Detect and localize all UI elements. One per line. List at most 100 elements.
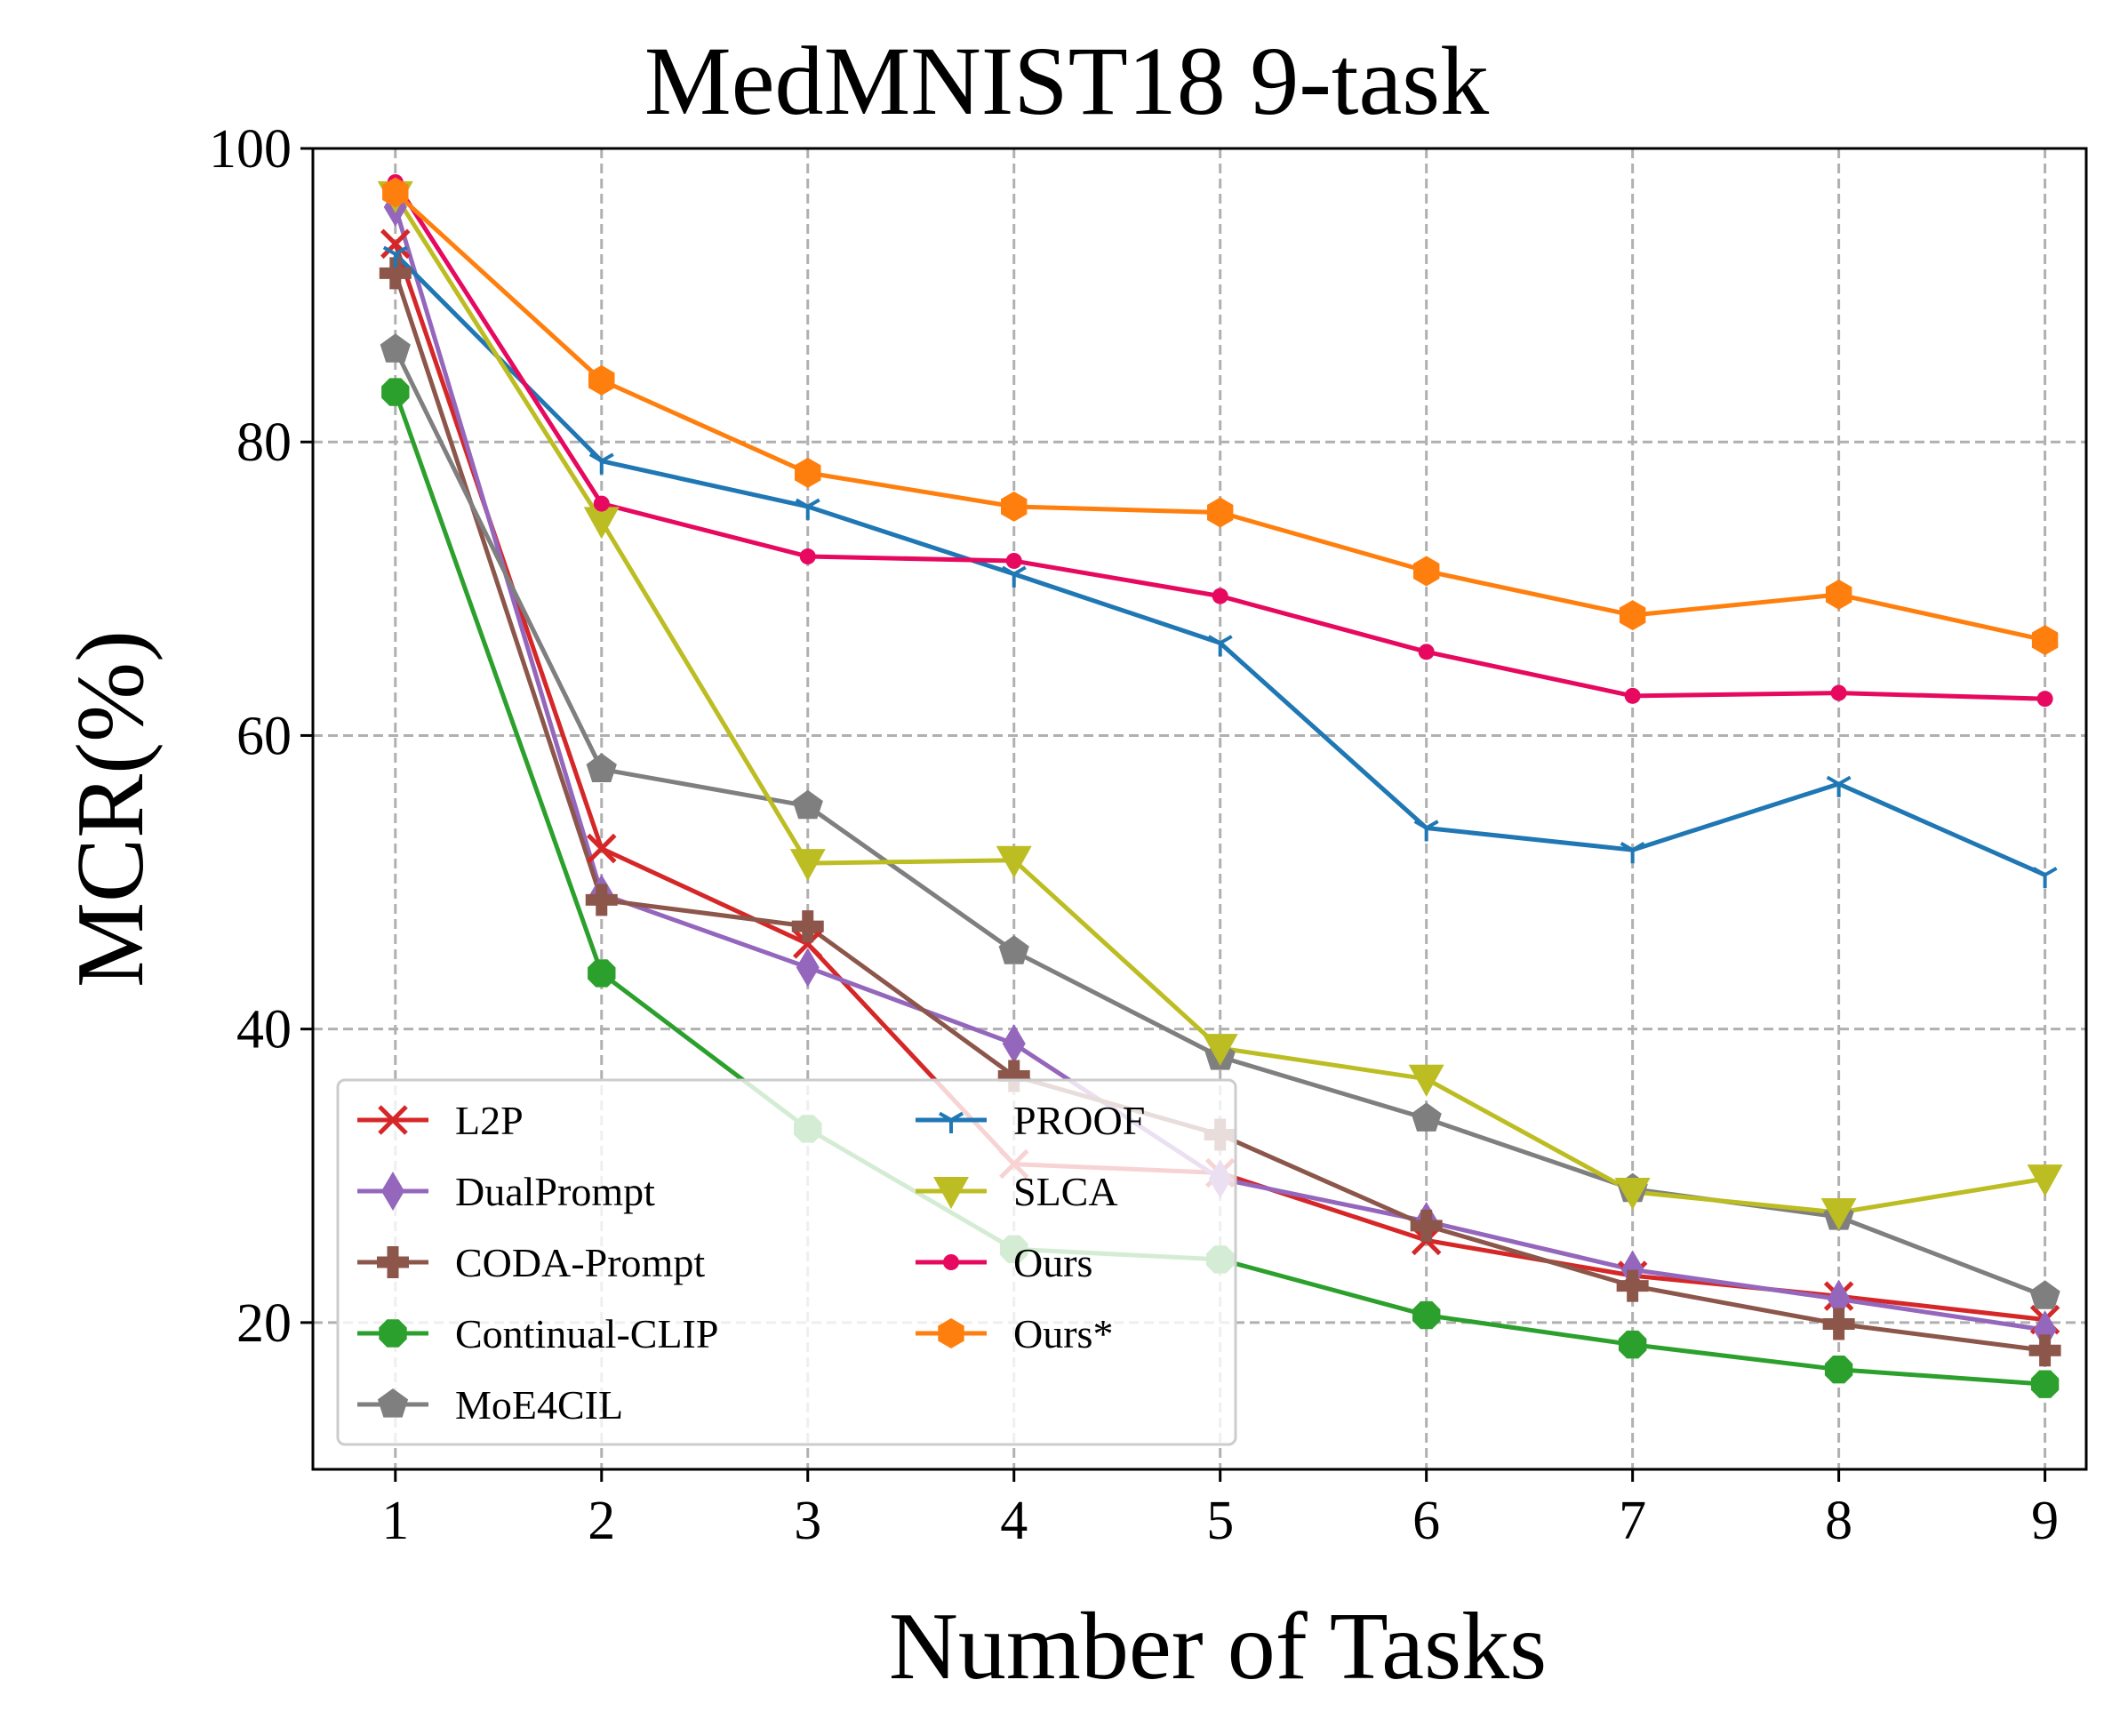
legend-marker-dualprompt (381, 1172, 404, 1211)
data-point-ours (1212, 588, 1228, 604)
data-point-proof (588, 452, 614, 475)
legend-marker-proof (939, 1111, 964, 1133)
x-tick-label: 1 (381, 1491, 409, 1551)
data-point-proof (2032, 867, 2058, 889)
data-point-ours (1001, 491, 1028, 522)
x-tick-label: 3 (794, 1491, 821, 1551)
data-point-proof (795, 498, 820, 520)
data-point-continual-clip (1412, 1300, 1441, 1330)
data-point-l2p (792, 929, 823, 959)
data-point-continual-clip (2030, 1370, 2060, 1398)
legend-marker-l2p (378, 1105, 408, 1135)
legend-marker-coda-prompt (377, 1246, 409, 1278)
data-point-l2p (586, 833, 617, 864)
plot-frame (311, 147, 2088, 1471)
data-point-moe4cil (1411, 1102, 1442, 1132)
data-point-coda-prompt (791, 910, 824, 943)
legend-marker-ours (943, 1254, 959, 1270)
data-point-proof (1001, 565, 1027, 588)
data-point-ours (1624, 687, 1641, 704)
data-point-ours (1413, 556, 1440, 587)
data-point-coda-prompt (379, 257, 412, 290)
data-point-continual-clip (588, 959, 616, 988)
data-point-slca (2027, 1164, 2063, 1197)
data-point-ours (2031, 625, 2059, 656)
data-point-slca (1202, 1034, 1238, 1067)
data-point-ours (1207, 497, 1234, 528)
y-tick-label: 20 (236, 1293, 292, 1354)
data-point-ours (593, 495, 610, 512)
data-point-coda-prompt (997, 1060, 1030, 1092)
data-point-dualprompt (796, 948, 820, 988)
data-point-continual-clip (381, 378, 410, 406)
data-point-continual-clip (1824, 1356, 1853, 1384)
legend-marker-continual-clip (379, 1319, 407, 1348)
data-point-ours (1830, 684, 1847, 701)
data-point-slca (583, 507, 620, 540)
legend-label-ours: Ours (1013, 1240, 1092, 1285)
data-point-slca (789, 849, 826, 882)
x-axis-label: Number of Tasks (889, 1594, 1547, 1700)
legend-label-coda-prompt: CODA-Prompt (455, 1240, 705, 1285)
data-point-dualprompt (1002, 1024, 1026, 1064)
legend-box (336, 1078, 1237, 1446)
data-point-l2p (380, 228, 411, 260)
x-tick-label: 2 (588, 1491, 615, 1551)
data-point-ours (2036, 691, 2053, 708)
legend-label-continual-clip: Continual-CLIP (455, 1311, 718, 1356)
legend-marker-slca (933, 1177, 969, 1209)
data-point-slca (996, 845, 1032, 878)
data-point-coda-prompt (2028, 1334, 2061, 1367)
data-point-ours (382, 177, 409, 208)
data-point-ours (1619, 600, 1646, 631)
legend-label-dualprompt: DualPrompt (455, 1169, 655, 1214)
legend-label-ours: Ours* (1013, 1311, 1113, 1356)
x-tick-label: 5 (1206, 1491, 1234, 1551)
data-point-slca (1820, 1198, 1857, 1231)
x-tick-label: 7 (1619, 1491, 1646, 1551)
data-point-ours (1005, 552, 1022, 569)
data-point-proof (1207, 635, 1233, 657)
data-point-coda-prompt (1616, 1269, 1649, 1302)
legend: L2P DualPrompt CODA-Prompt Continual-CLIP Mo… (336, 1078, 1237, 1446)
data-point-ours (799, 548, 816, 565)
data-point-proof (1826, 775, 1852, 797)
x-tick-label: 4 (1000, 1491, 1028, 1551)
data-point-ours (588, 364, 615, 396)
data-point-proof (1413, 820, 1439, 842)
legend-label-moe4cil: MoE4CIL (455, 1382, 623, 1428)
y-tick-label: 80 (236, 412, 292, 473)
legend-marker-moe4cil (377, 1388, 409, 1418)
x-tick-label: 8 (1825, 1491, 1852, 1551)
y-tick-label: 60 (236, 706, 292, 766)
y-tick-label: 40 (236, 1000, 292, 1060)
data-point-coda-prompt (1822, 1308, 1855, 1340)
data-point-continual-clip (1618, 1330, 1647, 1359)
x-tick-label: 9 (2031, 1491, 2059, 1551)
data-point-moe4cil (586, 753, 617, 782)
data-point-ours (795, 457, 821, 488)
data-point-slca (1408, 1064, 1444, 1097)
data-point-proof (1620, 841, 1645, 864)
data-point-slca (1614, 1177, 1651, 1210)
data-point-moe4cil (2029, 1280, 2060, 1309)
data-point-proof (382, 245, 408, 268)
data-point-coda-prompt (1410, 1209, 1443, 1242)
x-tick-label: 6 (1412, 1491, 1440, 1551)
y-axis-label: MCR(%) (58, 630, 164, 988)
data-point-moe4cil (380, 333, 411, 363)
data-point-coda-prompt (585, 884, 618, 916)
chart-title: MedMNIST18 9-task (644, 27, 1489, 135)
legend-label-l2p: L2P (455, 1098, 524, 1143)
y-tick-label: 100 (209, 119, 292, 180)
data-point-moe4cil (998, 935, 1029, 964)
legend-marker-ours (938, 1318, 964, 1348)
data-point-ours (1825, 579, 1852, 610)
legend-label-slca: SLCA (1013, 1169, 1118, 1214)
data-point-ours (1418, 644, 1435, 660)
data-point-moe4cil (792, 789, 823, 820)
legend-label-proof: PROOF (1013, 1098, 1145, 1143)
axis-ticks: 1 2 3 4 5 6 7 8 9 20 40 60 80 100 (209, 119, 2059, 1551)
